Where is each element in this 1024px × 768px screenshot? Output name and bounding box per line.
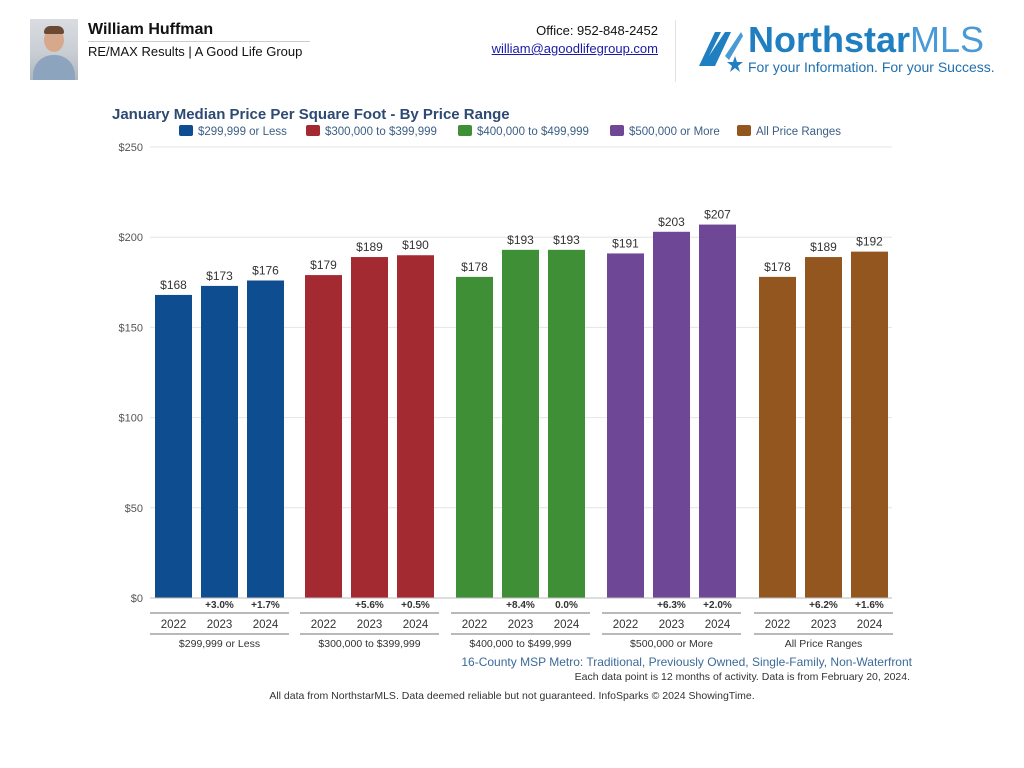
y-tick-label: $250 <box>119 142 143 154</box>
chart-title: January Median Price Per Square Foot - B… <box>112 106 510 123</box>
bar <box>699 224 736 598</box>
logo-tagline: For your Information. For your Success. <box>748 59 995 75</box>
percent-change-label: +2.0% <box>703 600 732 611</box>
bar-value-label: $193 <box>507 233 534 247</box>
bar-value-label: $173 <box>206 269 233 283</box>
x-tick-label: 2024 <box>403 619 429 631</box>
bar-value-label: $191 <box>612 236 639 250</box>
bar <box>805 257 842 598</box>
legend-entry: $299,999 or Less <box>198 126 287 138</box>
bar <box>548 249 585 598</box>
legend-swatch <box>179 125 193 136</box>
price-per-sqft-bar-chart: January Median Price Per Square Foot - B… <box>112 106 893 650</box>
x-tick-label: 2024 <box>857 619 883 631</box>
agent-photo <box>30 19 78 80</box>
region-note: 16-County MSP Metro: Traditional, Previo… <box>461 655 912 669</box>
percent-change-label: +6.3% <box>657 600 686 611</box>
y-tick-label: $200 <box>119 232 143 244</box>
x-tick-label: 2023 <box>508 619 534 631</box>
bar <box>759 276 796 598</box>
bar-value-label: $168 <box>160 278 187 292</box>
x-tick-label: 2023 <box>357 619 383 631</box>
legend-swatch <box>306 125 320 136</box>
bar-value-label: $190 <box>402 238 429 252</box>
bar <box>607 253 644 598</box>
report-header: William Huffman RE/MAX Results | A Good … <box>0 0 1024 90</box>
bar <box>155 294 192 598</box>
activity-note: Each data point is 12 months of activity… <box>574 671 910 683</box>
bar <box>247 280 284 598</box>
legend-swatch <box>458 125 472 136</box>
agent-email-link[interactable]: william@agoodlifegroup.com <box>491 41 658 56</box>
x-group-label: $299,999 or Less <box>179 638 260 650</box>
legend-entry: $300,000 to $399,999 <box>325 126 437 138</box>
percent-change-label: +3.0% <box>205 600 234 611</box>
percent-change-label: +6.2% <box>809 600 838 611</box>
legend-swatch <box>610 125 624 136</box>
disclaimer-note: All data from NorthstarMLS. Data deemed … <box>269 690 755 702</box>
header-divider <box>675 20 676 82</box>
chart-legend: $299,999 or Less $300,000 to $399,999 $400… <box>179 125 841 138</box>
legend-entry: All Price Ranges <box>756 126 841 138</box>
bar-value-label: $203 <box>658 215 685 229</box>
bar-value-label: $178 <box>461 260 488 274</box>
agent-name: William Huffman <box>88 21 214 38</box>
x-tick-label: 2022 <box>311 619 337 631</box>
bar <box>502 249 539 598</box>
bar-value-label: $179 <box>310 258 337 272</box>
bar-value-label: $176 <box>252 263 279 277</box>
bar-value-label: $207 <box>704 208 731 222</box>
northstar-logo-text: NorthstarMLS <box>748 19 985 60</box>
x-tick-label: 2022 <box>161 619 187 631</box>
northstar-star-icon <box>699 32 743 72</box>
bar <box>305 275 342 598</box>
name-divider <box>88 41 310 42</box>
x-tick-label: 2024 <box>554 619 580 631</box>
bar-value-label: $189 <box>356 240 383 254</box>
bar <box>397 255 434 599</box>
bar <box>851 251 888 598</box>
bar-value-label: $189 <box>810 240 837 254</box>
bar <box>201 285 238 598</box>
chart-bars: $168 $173 +3.0% $176 +1.7% $179 $189 +5.6% $190 +… <box>155 208 888 611</box>
x-tick-label: 2022 <box>765 619 791 631</box>
x-tick-label: 2022 <box>462 619 488 631</box>
percent-change-label: +8.4% <box>506 600 535 611</box>
percent-change-label: +1.7% <box>251 600 280 611</box>
x-group-label: $400,000 to $499,999 <box>469 638 571 650</box>
bar-value-label: $193 <box>553 233 580 247</box>
legend-swatch <box>737 125 751 136</box>
y-tick-label: $50 <box>125 503 143 515</box>
y-tick-label: $100 <box>119 413 143 425</box>
x-tick-label: 2024 <box>705 619 731 631</box>
bar <box>351 257 388 598</box>
x-tick-label: 2023 <box>811 619 837 631</box>
percent-change-label: +1.6% <box>855 600 884 611</box>
x-group-label: All Price Ranges <box>785 638 863 650</box>
x-group-label: $300,000 to $399,999 <box>318 638 420 650</box>
bar <box>456 276 493 598</box>
y-tick-label: $0 <box>131 593 143 605</box>
x-group-label: $500,000 or More <box>630 638 713 650</box>
percent-change-label: +5.6% <box>355 600 384 611</box>
percent-change-label: 0.0% <box>555 600 578 611</box>
bar-value-label: $192 <box>856 235 883 249</box>
x-tick-label: 2022 <box>613 619 639 631</box>
x-tick-label: 2024 <box>253 619 279 631</box>
percent-change-label: +0.5% <box>401 600 430 611</box>
bar-value-label: $178 <box>764 260 791 274</box>
bar <box>653 231 690 598</box>
agent-company: RE/MAX Results | A Good Life Group <box>88 44 303 59</box>
person-photo-icon <box>33 55 75 80</box>
y-tick-label: $150 <box>119 322 143 334</box>
x-tick-label: 2023 <box>659 619 685 631</box>
chart-x-axis: 2022 2023 2024 $299,999 or Less 2022 2023 2024… <box>150 597 893 650</box>
office-phone: Office: 952-848-2452 <box>536 23 658 38</box>
legend-entry: $500,000 or More <box>629 126 720 138</box>
x-tick-label: 2023 <box>207 619 233 631</box>
legend-entry: $400,000 to $499,999 <box>477 126 589 138</box>
